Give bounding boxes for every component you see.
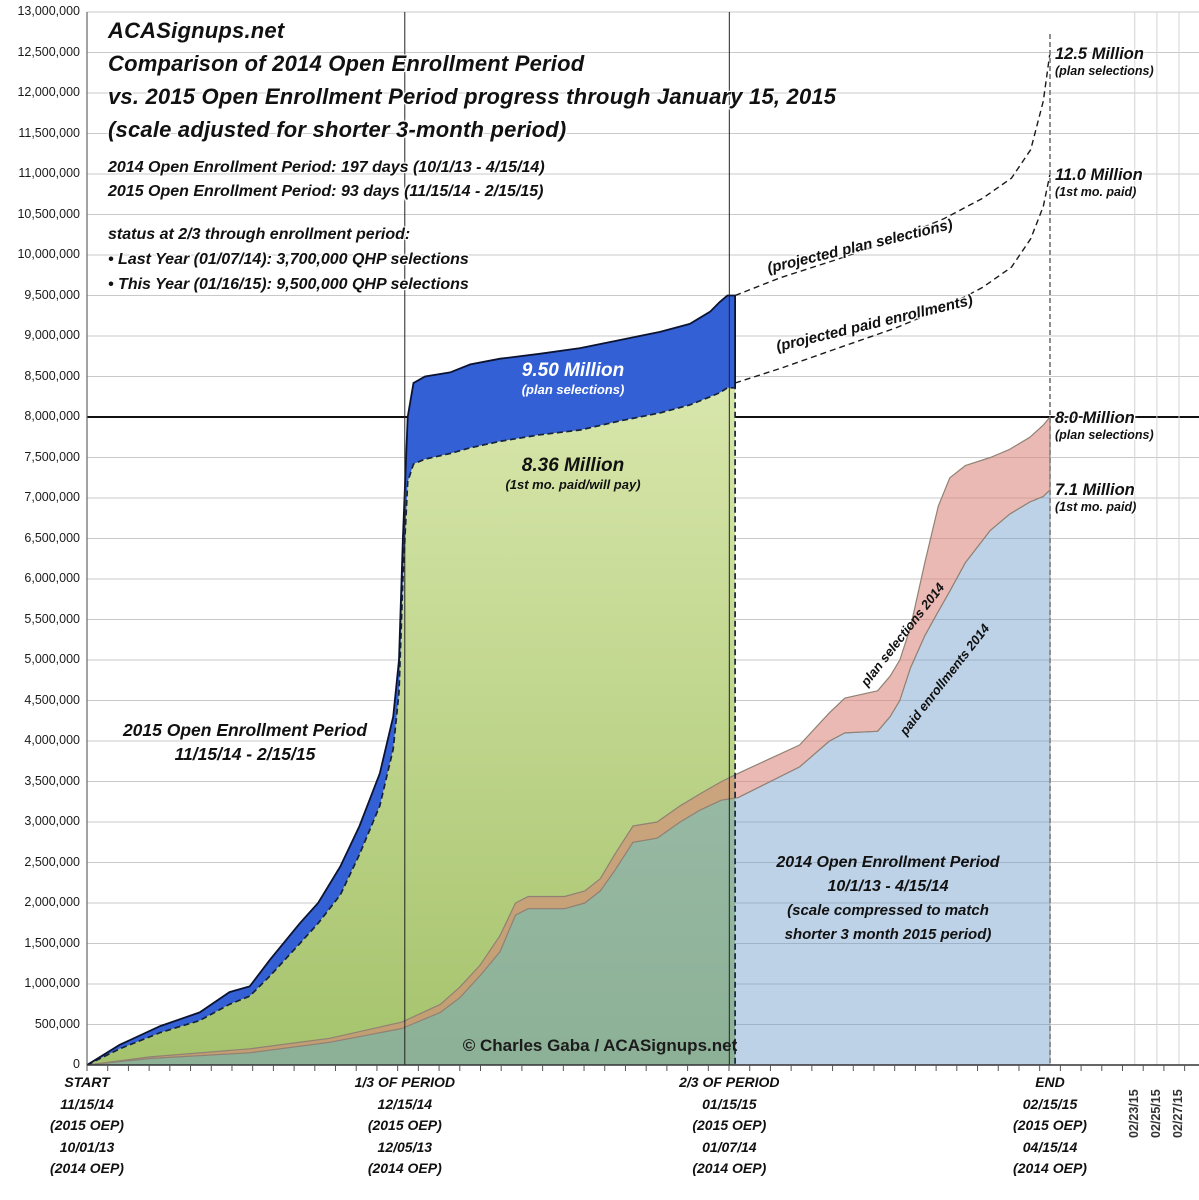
- label-2014-paid-end: 7.1 Million (1st mo. paid): [1055, 481, 1199, 515]
- label-2015-plan-selections: 9.50 Million (plan selections): [448, 360, 698, 398]
- title-line-3: vs. 2015 Open Enrollment Period progress…: [108, 84, 837, 109]
- x-axis-group: START 11/15/14 (2015 OEP) 10/01/13 (2014 OEP…: [2, 1072, 172, 1180]
- x-axis-group-line: 2/3 OF PERIOD: [679, 1074, 780, 1090]
- label-2015-plan-value: 9.50 Million: [521, 360, 625, 381]
- period-2014-info: 2014 Open Enrollment Period: 197 days (1…: [108, 159, 545, 176]
- oep2014-line1: 2014 Open Enrollment Period: [776, 854, 1000, 871]
- title-scale-note: (scale adjusted for shorter 3-month peri…: [108, 117, 567, 142]
- period-length-info: 2014 Open Enrollment Period: 197 days (1…: [108, 156, 545, 204]
- y-axis-label: 9,000,000: [24, 328, 80, 342]
- plan-2014-end-value: 8.0 Million: [1055, 409, 1135, 427]
- label-2015-paid-value: 8.36 Million: [521, 455, 625, 476]
- label-2014-plan-end: 8.0 Million (plan selections): [1055, 409, 1199, 443]
- oep2015-line2: 11/15/14 - 2/15/15: [174, 744, 316, 764]
- x-axis-group-line: 01/07/14: [702, 1138, 757, 1155]
- y-axis-label: 5,500,000: [24, 611, 80, 626]
- y-axis-label: 4,000,000: [24, 733, 80, 747]
- projected-plan-end-value: 12.5 Million: [1055, 45, 1144, 63]
- label-2015-paid: 8.36 Million (1st mo. paid/will pay): [448, 455, 698, 493]
- y-axis-label: 500,000: [34, 1016, 80, 1031]
- y-axis-label: 8,000,000: [24, 409, 80, 423]
- y-axis-label: 1,500,000: [24, 935, 80, 950]
- projected-plan-end-sub: (plan selections): [1055, 64, 1154, 78]
- x-axis-group-line: (2014 OEP): [692, 1160, 767, 1176]
- x-axis-rotated-date: 02/23/15: [1126, 1089, 1141, 1138]
- y-axis-label: 2,500,000: [24, 854, 80, 869]
- x-axis-group-line: (2015 OEP): [692, 1117, 767, 1133]
- oep2015-line1: 2015 Open Enrollment Period: [122, 720, 368, 740]
- y-axis-label: 10,000,000: [17, 247, 80, 261]
- y-axis-label: 3,500,000: [24, 773, 80, 788]
- x-axis-rotated-date: 02/27/15: [1171, 1089, 1186, 1138]
- x-axis-group-line: 10/01/13: [59, 1138, 115, 1155]
- status-last-year: • Last Year (01/07/14): 3,700,000 QHP se…: [108, 251, 469, 268]
- status-this-year: • This Year (01/16/15): 9,500,000 QHP se…: [108, 276, 469, 293]
- copyright: © Charles Gaba / ACASignups.net: [462, 1036, 738, 1055]
- x-axis-group-line: 12/05/13: [377, 1138, 433, 1155]
- x-axis-group-line: (2014 OEP): [367, 1160, 442, 1176]
- y-axis-label: 5,000,000: [24, 652, 80, 666]
- oep2014-line4: shorter 3 month 2015 period): [784, 926, 992, 943]
- label-projected-plan-end: 12.5 Million (plan selections): [1055, 45, 1199, 79]
- title-line-2: Comparison of 2014 Open Enrollment Perio…: [108, 51, 585, 76]
- x-axis-group-line: 02/15/15: [1022, 1095, 1078, 1112]
- y-axis-label: 11,000,000: [18, 166, 80, 180]
- y-axis-label: 6,000,000: [24, 571, 80, 585]
- x-axis-group-line: (2015 OEP): [1013, 1117, 1087, 1133]
- projected-paid-end-sub: (1st mo. paid): [1055, 185, 1137, 199]
- x-axis-group-line: (2015 OEP): [50, 1117, 124, 1133]
- status-heading: status at 2/3 through enrollment period:: [108, 226, 411, 243]
- site-name: ACASignups.net: [108, 18, 285, 43]
- x-axis-rotated-date: 02/25/15: [1148, 1089, 1163, 1138]
- y-axis-label: 12,000,000: [17, 85, 80, 99]
- x-axis-group: 2/3 OF PERIOD 01/15/15 (2015 OEP) 01/07/14 (…: [644, 1072, 814, 1180]
- y-axis-label: 7,000,000: [24, 490, 80, 504]
- label-2015-paid-sub: (1st mo. paid/will pay): [505, 477, 641, 492]
- x-axis-group-line: 1/3 OF PERIOD: [354, 1074, 455, 1090]
- chart-title-block: ACASignups.net Comparison of 2014 Open E…: [108, 14, 836, 146]
- y-axis-label: 8,500,000: [24, 368, 80, 383]
- x-axis-group-line: 01/15/15: [702, 1095, 757, 1112]
- label-2014-oep: 2014 Open Enrollment Period 10/1/13 - 4/…: [737, 851, 1039, 947]
- x-axis-group: 1/3 OF PERIOD 12/15/14 (2015 OEP) 12/05/13 (…: [320, 1072, 490, 1180]
- label-2015-plan-sub: (plan selections): [521, 382, 625, 397]
- oep2014-line3: (scale compressed to match: [787, 902, 989, 919]
- x-axis-group-line: 12/15/14: [377, 1095, 433, 1112]
- y-axis-label: 3,000,000: [24, 814, 80, 828]
- y-axis-label: 10,500,000: [17, 206, 80, 221]
- x-axis-group-line: (2014 OEP): [50, 1160, 124, 1176]
- x-axis-group-line: (2015 OEP): [367, 1117, 442, 1133]
- y-axis-label: 6,500,000: [24, 530, 80, 545]
- label-2015-oep: 2015 Open Enrollment Period 11/15/14 - 2…: [95, 718, 395, 766]
- projected-paid-end-value: 11.0 Million: [1055, 166, 1143, 184]
- y-axis-label: 0: [73, 1057, 80, 1071]
- y-axis-label: 7,500,000: [24, 449, 80, 464]
- label-projected-paid-end: 11.0 Million (1st mo. paid): [1055, 166, 1199, 200]
- y-axis-label: 1,000,000: [24, 976, 80, 990]
- oep2014-line2: 10/1/13 - 4/15/14: [827, 878, 949, 895]
- x-axis-group-line: END: [1035, 1074, 1065, 1090]
- status-block: status at 2/3 through enrollment period:…: [108, 222, 469, 297]
- x-axis-group-line: START: [64, 1074, 110, 1090]
- x-axis-group-line: 04/15/14: [1022, 1138, 1078, 1155]
- y-axis-label: 13,000,000: [17, 4, 80, 18]
- plan-2014-end-sub: (plan selections): [1055, 428, 1154, 442]
- y-axis-label: 12,500,000: [17, 44, 80, 59]
- y-axis-label: 11,500,000: [18, 125, 80, 140]
- x-axis-group: END 02/15/15 (2015 OEP) 04/15/14 (2014 OEP): [965, 1072, 1135, 1180]
- paid-2014-end-sub: (1st mo. paid): [1055, 500, 1137, 514]
- y-axis-label: 2,000,000: [24, 895, 80, 909]
- y-axis-label: 9,500,000: [24, 287, 80, 302]
- y-axis-label: 4,500,000: [24, 692, 80, 707]
- x-axis-group-line: 11/15/14: [60, 1095, 114, 1112]
- period-2015-info: 2015 Open Enrollment Period: 93 days (11…: [108, 183, 544, 200]
- paid-2014-end-value: 7.1 Million: [1055, 481, 1135, 499]
- x-axis-group-line: (2014 OEP): [1013, 1160, 1087, 1176]
